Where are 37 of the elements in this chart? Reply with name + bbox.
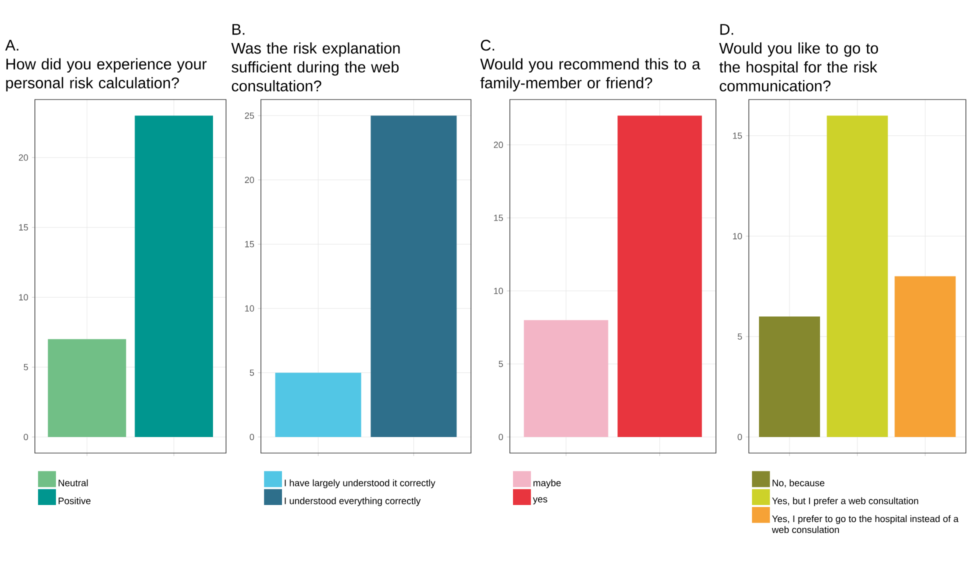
legend-label: Yes, but I prefer a web consultation xyxy=(772,497,918,506)
y-tick-label: 20 xyxy=(18,154,28,161)
chart-title: B. xyxy=(232,24,244,35)
chart-subtitle: Was the risk explanation sufficient during the web consultation? xyxy=(231,42,400,92)
chart-subtitle: Would you recommend this to a family-member or friend? xyxy=(480,58,700,92)
y-tick-label: 10 xyxy=(19,294,28,301)
chart-title: D. xyxy=(720,24,734,35)
legend-label: yes xyxy=(532,497,548,505)
y-tick-label: 0 xyxy=(498,434,503,440)
legend-label: maybe xyxy=(534,480,561,488)
y-tick-label: 20 xyxy=(494,142,503,148)
legend-label: Neutral xyxy=(58,480,88,486)
y-tick-label: 15 xyxy=(245,241,254,248)
y-tick-label: 5 xyxy=(250,370,254,376)
legend-label: Positive xyxy=(58,497,91,504)
y-tick-label: 0 xyxy=(24,434,28,440)
legend-label: I have largely understood it correctly xyxy=(284,480,436,488)
legend-label: Yes, I prefer to go to the hospital instead of a web consulation xyxy=(772,515,959,534)
chart-title: A. xyxy=(5,40,18,51)
legend-label: No, because xyxy=(772,480,824,488)
y-tick-label: 5 xyxy=(24,364,28,370)
chart-subtitle: Would you like to go to the hospital for the risk communication? xyxy=(719,42,878,92)
legend-label: I understood everything correctly xyxy=(284,497,421,506)
chart-title: C. xyxy=(480,40,494,51)
y-tick-label: 10 xyxy=(245,305,254,312)
y-tick-label: 5 xyxy=(738,334,742,340)
y-tick-label: 10 xyxy=(494,288,503,294)
chart-subtitle: How did you experience your personal risk calculation? xyxy=(6,58,207,92)
y-tick-label: 0 xyxy=(250,434,254,440)
y-tick-label: 5 xyxy=(498,361,503,368)
y-tick-label: 15 xyxy=(19,224,28,231)
y-tick-label: 15 xyxy=(494,214,503,222)
y-tick-label: 20 xyxy=(244,176,254,184)
y-tick-label: 0 xyxy=(738,434,742,440)
y-tick-label: 15 xyxy=(733,132,742,140)
y-tick-label: 25 xyxy=(244,112,254,120)
y-tick-label: 10 xyxy=(733,233,742,240)
